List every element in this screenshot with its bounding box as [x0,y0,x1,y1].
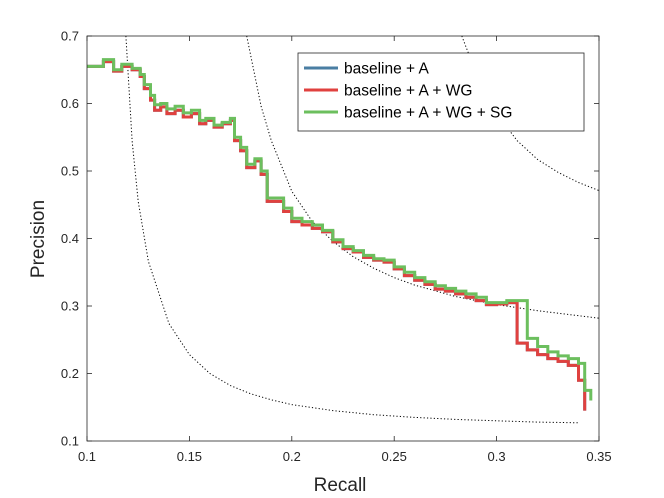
x-tick-label: 0.15 [177,449,202,464]
x-tick-label: 0.1 [78,449,96,464]
x-tick-label: 0.2 [283,449,301,464]
y-tick-label: 0.3 [61,299,79,314]
x-tick-label: 0.35 [586,449,611,464]
y-tick-label: 0.2 [61,366,79,381]
y-axis-label: Precision [28,200,49,278]
legend: baseline + A baseline + A + WG baseline + … [297,52,585,132]
y-tick-label: 0.6 [61,96,79,111]
x-tick-label: 0.25 [382,449,407,464]
legend-box [297,52,585,132]
legend-label: baseline + A + WG + SG [344,105,512,122]
y-tick-label: 0.7 [61,29,79,44]
x-tick-label: 0.3 [488,449,506,464]
x-axis-ticks: 0.1 0.15 0.2 0.25 0.3 0.35 [78,36,612,464]
y-axis-ticks: 0.1 0.2 0.3 0.4 0.5 0.6 0.7 [61,29,599,449]
y-tick-label: 0.4 [61,231,79,246]
reference-curve-3 [461,36,599,192]
legend-label: baseline + A [344,61,430,78]
series-line-3 [87,58,593,401]
y-tick-label: 0.1 [61,434,79,449]
y-tick-label: 0.5 [61,164,79,179]
series-lines [87,58,593,411]
legend-label: baseline + A + WG [344,83,472,100]
x-axis-label: Recall [314,475,367,496]
